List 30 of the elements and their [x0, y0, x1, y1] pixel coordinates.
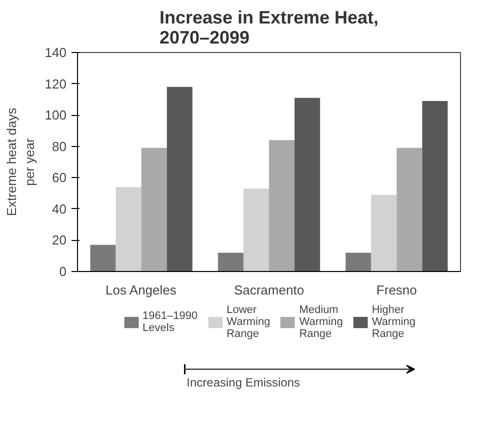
x-tick-label: Sacramento	[234, 282, 304, 298]
bar	[116, 187, 142, 272]
y-tick-label: 140	[44, 45, 67, 60]
bar	[396, 148, 422, 272]
chart-title: Increase in Extreme Heat, 2070–2099	[159, 8, 379, 48]
bar	[346, 252, 372, 272]
x-tick-label: Fresno	[376, 282, 417, 298]
y-tick-label: 0	[59, 264, 67, 279]
y-tick-label: 60	[52, 170, 67, 186]
bar	[166, 86, 192, 272]
x-tick-label: Los Angeles	[106, 282, 177, 298]
legend-label: 1961–1990 Levels	[142, 310, 198, 334]
bar	[141, 148, 167, 272]
y-tick-label: 40	[52, 201, 67, 216]
bar	[269, 140, 295, 272]
text: Increasing Emissions	[186, 376, 300, 390]
bar	[422, 100, 448, 272]
legend-label: Medium Warming Range	[299, 304, 343, 340]
bar	[294, 98, 320, 272]
bar	[90, 244, 116, 272]
legend-label: Lower Warming Range	[226, 304, 270, 340]
y-tick-label: 100	[44, 108, 67, 123]
bar	[218, 252, 244, 272]
y-tick-label: 20	[52, 232, 67, 248]
bar	[371, 194, 397, 272]
legend-label: Higher Warming Range	[372, 304, 416, 340]
y-tick-label: 120	[44, 76, 67, 92]
bar	[243, 188, 269, 272]
y-tick-label: 80	[52, 138, 67, 154]
y-axis-title: Extreme heat days per year	[4, 107, 37, 216]
